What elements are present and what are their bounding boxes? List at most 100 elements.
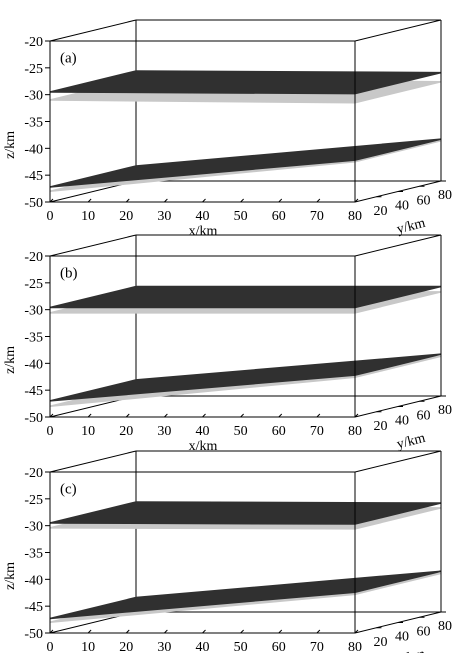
x-tick-label: 50 xyxy=(234,424,248,439)
z-tick-label: -50 xyxy=(24,411,43,426)
z-tick-label: -30 xyxy=(24,304,43,319)
x-tick xyxy=(164,629,168,634)
x-tick-label: 30 xyxy=(157,640,171,653)
z-tick-label: -35 xyxy=(24,331,43,346)
x-tick xyxy=(49,413,54,418)
box-top-left-edge xyxy=(49,450,137,473)
y-tick-label: 20 xyxy=(374,419,388,434)
y-tick-label: 60 xyxy=(417,624,431,639)
z-tick-label: -30 xyxy=(24,520,43,535)
x-tick-label: 10 xyxy=(81,424,95,439)
y-tick-label: 80 xyxy=(438,403,452,418)
x-tick xyxy=(354,629,359,634)
z-tick-label: -25 xyxy=(24,493,43,508)
x-tick xyxy=(316,629,321,634)
x-tick-label: 60 xyxy=(272,640,286,653)
x-tick xyxy=(87,629,92,634)
chart-panel-a: -20 -25 -30 -35 -40 -45 -50 0 10 20 30 40 50 60 70 80 20… xyxy=(3,19,452,239)
z-tick-label: -25 xyxy=(24,277,43,292)
x-tick xyxy=(125,198,130,203)
z-axis-label: z/km xyxy=(3,346,18,374)
x-tick-label: 70 xyxy=(310,209,324,224)
y-axis-label: y/km xyxy=(395,647,427,653)
z-tick-label: -40 xyxy=(24,573,43,588)
x-tick-label: 80 xyxy=(348,424,362,439)
surface-4 xyxy=(49,138,442,188)
x-axis-label: x/km xyxy=(189,224,218,239)
x-tick xyxy=(164,413,168,418)
x-tick-label: 80 xyxy=(348,640,362,653)
panel-label: (b) xyxy=(60,265,78,281)
chart-panel-b: -20 -25 -30 -35 -40 -45 -50 0 10 20 30 40 50 60 70 80 20… xyxy=(3,234,452,454)
z-tick-label: -45 xyxy=(24,600,43,615)
box-top-right-edge xyxy=(354,450,442,473)
x-tick xyxy=(202,413,206,418)
x-tick xyxy=(87,413,92,418)
z-tick-label: -50 xyxy=(24,627,43,642)
z-tick-label: -20 xyxy=(24,466,43,481)
surface-4 xyxy=(49,353,442,402)
z-tick-label: -45 xyxy=(24,169,43,184)
x-tick xyxy=(278,629,283,634)
y-tick-label: 60 xyxy=(417,408,431,423)
x-tick xyxy=(164,198,168,203)
y-axis-label: y/km xyxy=(395,216,427,238)
y-tick-label: 80 xyxy=(438,188,452,203)
x-tick-label: 80 xyxy=(348,209,362,224)
x-tick-label: 0 xyxy=(47,209,54,224)
z-tick-label: -40 xyxy=(24,142,43,157)
z-tick-label: -35 xyxy=(24,547,43,562)
surface-4 xyxy=(49,570,442,620)
panel-label: (a) xyxy=(60,50,77,66)
z-tick-label: -30 xyxy=(24,89,43,104)
box-top-left-edge xyxy=(49,19,137,42)
x-tick xyxy=(49,629,54,634)
box-top-right-edge xyxy=(354,234,442,257)
z-tick-label: -35 xyxy=(24,116,43,131)
y-tick-label: 20 xyxy=(374,204,388,219)
x-tick-label: 30 xyxy=(157,209,171,224)
box-top-right-edge xyxy=(354,19,442,42)
x-tick xyxy=(354,413,359,418)
x-axis-label: x/km xyxy=(189,439,218,454)
x-tick-label: 0 xyxy=(47,640,54,653)
x-tick xyxy=(354,198,359,203)
y-tick-label: 40 xyxy=(395,630,409,645)
x-tick xyxy=(87,198,92,203)
y-tick-label: 40 xyxy=(395,199,409,214)
x-tick-label: 30 xyxy=(157,424,171,439)
x-tick xyxy=(240,629,244,634)
x-tick-label: 40 xyxy=(196,640,210,653)
x-tick-label: 10 xyxy=(81,209,95,224)
y-tick-label: 80 xyxy=(438,619,452,634)
x-tick xyxy=(278,198,283,203)
x-tick-label: 70 xyxy=(310,424,324,439)
x-tick-label: 70 xyxy=(310,640,324,653)
x-tick-label: 60 xyxy=(272,209,286,224)
x-tick xyxy=(49,198,54,203)
x-tick xyxy=(202,629,206,634)
y-tick-label: 20 xyxy=(374,635,388,650)
x-tick-label: 20 xyxy=(119,424,133,439)
z-axis-label: z/km xyxy=(3,562,18,590)
x-tick-label: 20 xyxy=(119,640,133,653)
z-tick-label: -40 xyxy=(24,357,43,372)
z-tick-label: -50 xyxy=(24,196,43,211)
panel-label: (c) xyxy=(60,481,77,497)
x-tick-label: 60 xyxy=(272,424,286,439)
y-axis-label: y/km xyxy=(395,431,427,453)
x-tick xyxy=(202,198,206,203)
z-axis-label: z/km xyxy=(3,131,18,159)
x-tick xyxy=(240,413,244,418)
z-tick-label: -45 xyxy=(24,384,43,399)
x-tick-label: 0 xyxy=(47,424,54,439)
x-tick-label: 50 xyxy=(234,209,248,224)
x-tick-label: 50 xyxy=(234,640,248,653)
x-tick-label: 10 xyxy=(81,640,95,653)
y-tick-label: 40 xyxy=(395,414,409,429)
x-tick-label: 20 xyxy=(119,209,133,224)
x-tick-label: 40 xyxy=(196,209,210,224)
x-tick xyxy=(240,198,244,203)
z-tick-label: -20 xyxy=(24,250,43,265)
